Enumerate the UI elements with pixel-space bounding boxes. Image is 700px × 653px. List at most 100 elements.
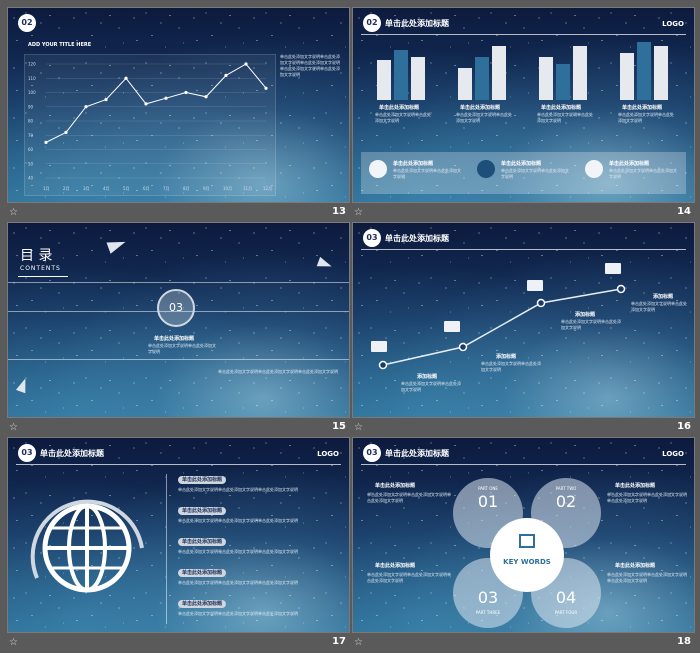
x-tick-label: 2月 [63, 186, 70, 191]
item-pill: 单击此处添加标题 [178, 600, 227, 608]
bar [654, 46, 668, 100]
x-tick-label: 3月 [83, 186, 90, 191]
star-icon[interactable]: ☆ [9, 207, 18, 218]
subtitle: ADD YOUR TITLE HERE [28, 42, 92, 48]
item-pill: 单击此处添加标题 [178, 507, 227, 515]
slide-number: 18 [677, 636, 691, 647]
y-tick-label: 60 [28, 147, 34, 152]
slide-thumb-18[interactable]: 03 单击此处添加标题 LOGO PART ONE 01 PART TWO 02… [352, 437, 695, 653]
y-tick-label: 110 [28, 76, 36, 81]
section-badge: 03 [363, 444, 381, 462]
x-tick-label: 4月 [103, 186, 110, 191]
slide-thumb-17[interactable]: 03 单击此处添加标题 LOGO 单击此处添加标题 单击此处添加文字说明单击此处添… [7, 437, 350, 653]
y-tick-label: 80 [28, 119, 34, 124]
right-head-1: 单击此处添加标题 [615, 483, 656, 489]
bar [411, 56, 425, 100]
keywords-label: KEY WORDS [503, 558, 551, 566]
slide-title: 单击此处添加标题 [40, 449, 104, 458]
slide-title: 单击此处添加标题 [385, 234, 449, 243]
group-text: 单击此处添加文字说明单击此处添加文字说明 [537, 112, 593, 123]
slide-number: 15 [332, 421, 346, 432]
section-text: 单击此处添加文字说明单击此处添加文字说明 [148, 343, 216, 354]
group-text: 单击此处添加文字说明单击此处添加文字说明 [456, 112, 512, 123]
slide-13: 02 ADD YOUR TITLE HERE 120 110 100 90 80 70 60… [7, 7, 350, 203]
logo: LOGO [662, 20, 684, 28]
y-tick-label: 90 [28, 104, 34, 109]
toc-heading: 目 录 [20, 248, 53, 264]
bar [475, 56, 489, 100]
part-num: 04 [555, 588, 577, 607]
group-label: 单击此处添加标题 [379, 105, 420, 111]
slide-17: 03 单击此处添加标题 LOGO 单击此处添加标题 单击此处添加文字说明单击此处添… [7, 437, 350, 633]
left-head-1: 单击此处添加标题 [375, 483, 416, 489]
footer-item-label: 单击此处添加标题 [609, 161, 650, 167]
bar-group [454, 40, 514, 100]
step-text-1: 单击此处添加文字说明单击此处添加文字说明 [401, 381, 461, 392]
data-point [104, 98, 108, 102]
slide-thumb-13[interactable]: 02 ADD YOUR TITLE HERE 120 110 100 90 80 70 60… [7, 7, 350, 223]
part-label: PART TWO [555, 486, 577, 491]
star-icon[interactable]: ☆ [9, 422, 18, 433]
step-text-2: 单击此处添加文字说明单击此处添加文字说明 [481, 361, 541, 372]
part-label: PART THREE [475, 610, 501, 615]
slide-14: 02 单击此处添加标题 LOGO 单击此处添加标题 单击此处添加文字说明单击此处添… [352, 7, 695, 203]
item-text: 单击此处添加文字说明单击此处添加文字说明单击此处添加文字说明 [178, 487, 298, 492]
bar-group [616, 40, 676, 100]
slide-number: 16 [677, 421, 691, 432]
plant-icon [585, 160, 603, 178]
data-point [144, 102, 148, 106]
star-icon[interactable]: ☆ [354, 422, 363, 433]
slide-thumb-15[interactable]: 目 录 CONTENTS 03 单击此处添加标题 单击此处添加文字说明单击此处添… [7, 222, 350, 438]
bubble-icon [444, 321, 460, 332]
slide-title: 单击此处添加标题 [385, 19, 449, 28]
right-head-2: 单击此处添加标题 [615, 563, 656, 569]
part-label: PART ONE [478, 486, 498, 491]
truck-icon [477, 160, 495, 178]
right-text-2: 单击此处添加文字说明单击此处添加文字说明单击此处添加文字说明 [607, 572, 687, 583]
right-text-1: 单击此处添加文字说明单击此处添加文字说明单击此处添加文字说明 [607, 492, 687, 503]
bar [539, 56, 553, 100]
slide-16: 03 单击此处添加标题 添加标题 单击此处添加文字说明单击此处添加文字说明 添加… [352, 222, 695, 418]
group-text: 单击此处添加文字说明单击此处添加文字说明 [375, 112, 431, 123]
timeline-line [378, 284, 626, 370]
data-point [44, 140, 48, 144]
left-head-2: 单击此处添加标题 [375, 563, 416, 569]
series-line [45, 63, 267, 143]
bar [394, 49, 408, 100]
item-pill: 单击此处添加标题 [178, 476, 227, 484]
chart-icon [369, 160, 387, 178]
left-text-2: 单击此处添加文字说明单击此处添加文字说明单击此处添加文字说明 [367, 572, 451, 583]
side-text: 单击此处添加文字说明单击此处添加文字说明单击此处添加文字说明单击此处添加文字说明… [280, 54, 340, 77]
step-text-4: 单击此处添加文字说明单击此处添加文字说明 [631, 301, 687, 312]
star-icon[interactable]: ☆ [9, 637, 18, 648]
section-badge: 02 [18, 14, 36, 32]
part-num: 03 [477, 588, 499, 607]
bar [492, 46, 506, 100]
x-tick-label: 9月 [203, 186, 210, 191]
bar [556, 64, 570, 100]
item-text: 单击此处添加文字说明单击此处添加文字说明单击此处添加文字说明 [178, 549, 298, 554]
line-chart: 120 110 100 90 80 70 60 50 40 1月 2月 3月 4月 5月 6月 7月 8月 9月 1… [28, 62, 272, 192]
box-icon [519, 534, 535, 548]
logo: LOGO [317, 450, 339, 458]
star-icon[interactable]: ☆ [354, 637, 363, 648]
item-text: 单击此处添加文字说明单击此处添加文字说明单击此处添加文字说明 [178, 611, 298, 616]
part-num: 02 [555, 492, 577, 511]
bar [620, 53, 634, 100]
footer-item-text: 单击此处添加文字说明单击此处添加文字说明 [501, 168, 569, 179]
slide-thumb-14[interactable]: 02 单击此处添加标题 LOGO 单击此处添加标题 单击此处添加文字说明单击此处添… [352, 7, 695, 223]
slide-thumb-16[interactable]: 03 单击此处添加标题 添加标题 单击此处添加文字说明单击此处添加文字说明 添加… [352, 222, 695, 438]
star-icon[interactable]: ☆ [354, 207, 363, 218]
section-circle: 03 [157, 289, 195, 327]
data-point [124, 76, 128, 80]
x-tick-label: 8月 [183, 186, 190, 191]
footer-item-text: 单击此处添加文字说明单击此处添加文字说明 [609, 168, 677, 179]
data-point [244, 62, 248, 66]
bar [377, 60, 391, 100]
data-point [84, 105, 88, 109]
item-text: 单击此处添加文字说明单击此处添加文字说明单击此处添加文字说明 [178, 518, 298, 523]
footer-band [361, 152, 686, 194]
y-tick-label: 120 [28, 62, 36, 67]
slide-number: 13 [332, 206, 346, 217]
x-tick-label: 12月 [263, 186, 272, 191]
